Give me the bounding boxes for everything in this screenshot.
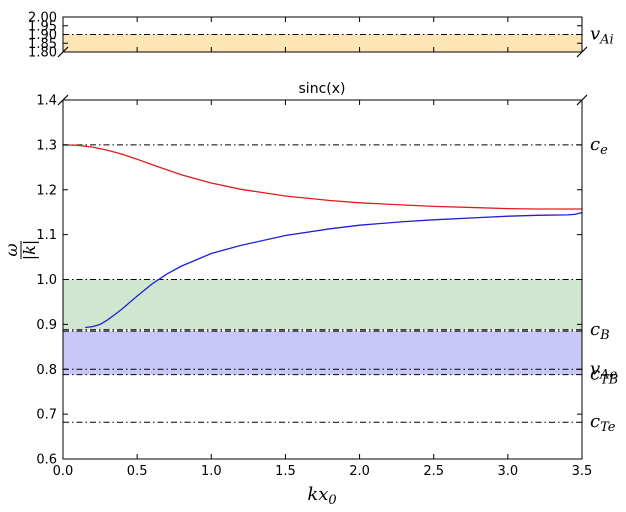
shaded-band-1 (63, 331, 582, 375)
y-tick-label: 1.3 (36, 138, 57, 153)
y-tick-label: 1.85 (28, 37, 57, 52)
reference-label-cTB: cTB (590, 364, 618, 388)
axis-break-mark (576, 46, 588, 58)
axis-break-mark (57, 94, 69, 106)
y-tick-label: 0.8 (36, 363, 57, 378)
series-line-0 (62, 144, 582, 210)
y-axis-label: ω |k| (2, 240, 39, 260)
y-tick-label: 1.1 (36, 228, 57, 243)
x-tick-label: 0.0 (53, 464, 74, 479)
reference-label-ce: ce (590, 134, 608, 158)
axis-break-mark (576, 94, 588, 106)
axis-break-mark (57, 46, 69, 58)
x-axis-label-text: kx0 (307, 484, 336, 508)
y-tick-label: 1.95 (28, 19, 57, 34)
y-tick-label: 1.0 (36, 273, 57, 288)
x-tick-label: 3.5 (572, 464, 593, 479)
x-tick-label: 1.5 (275, 464, 296, 479)
y-tick-label: 0.7 (36, 408, 57, 423)
x-tick-label: 2.0 (349, 464, 370, 479)
reference-label-cB: cB (590, 319, 610, 343)
x-tick-label: 3.0 (498, 464, 519, 479)
y-axis-label-text: ω |k| (2, 240, 39, 260)
y-tick-label: 0.9 (36, 318, 57, 333)
shaded-band-0 (63, 34, 582, 52)
chart-title: sinc(x) (299, 81, 346, 97)
y-tick-label: 1.80 (28, 46, 57, 61)
reference-label-vAi: vAi (590, 24, 614, 48)
top-panel: vAi 1.801.851.901.952.00 (28, 11, 614, 61)
y-label-denominator: |k| (20, 240, 39, 260)
y-tick-label: 2.00 (28, 11, 57, 26)
series-line-1 (85, 211, 583, 329)
shaded-band-0 (63, 279, 582, 330)
x-tick-label: 2.5 (423, 464, 444, 479)
y-tick-label: 1.4 (36, 94, 57, 109)
y-tick-label: 1.2 (36, 183, 57, 198)
y-tick-label: 0.6 (36, 453, 57, 468)
x-tick-label: 0.5 (127, 464, 148, 479)
x-axis-label: kx0 (307, 484, 336, 508)
y-tick-label: 1.90 (28, 28, 57, 43)
reference-label-vAe: vAe (590, 358, 618, 382)
y-label-numerator: ω (2, 243, 21, 256)
reference-label-cTe: cTe (590, 411, 616, 435)
x-tick-label: 1.0 (201, 464, 222, 479)
chart-title-text: sinc(x) (299, 81, 346, 97)
